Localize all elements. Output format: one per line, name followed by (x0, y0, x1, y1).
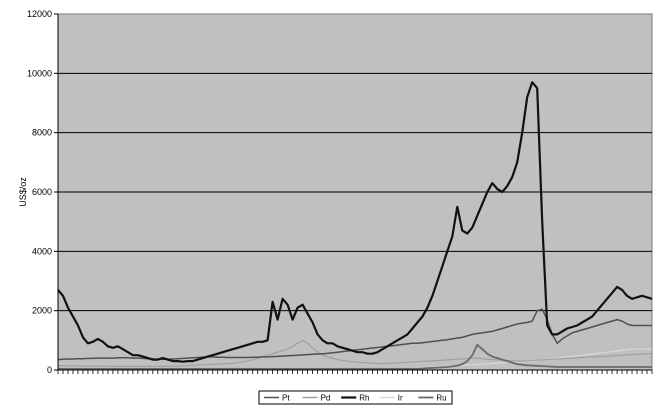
axes: 0 2000 4000 6000 8000 10000 12000 (27, 9, 653, 375)
y-tick-label: 2000 (32, 306, 52, 316)
legend: Pt Pd Rh Ir Ru (258, 390, 453, 405)
y-axis-title: US$/oz (18, 177, 28, 207)
legend-label-rh: Rh (359, 394, 369, 403)
y-tick-label: 6000 (32, 187, 52, 197)
series-line-rh (57, 81, 653, 363)
series-lines (57, 81, 653, 370)
y-tick-label: 12000 (27, 9, 52, 19)
legend-label-ru: Ru (436, 394, 446, 403)
legend-label-ir: Ir (398, 394, 403, 403)
y-tick-label: 0 (47, 365, 52, 375)
grid-lines (58, 72, 652, 312)
legend-label-pt: Pt (282, 394, 290, 403)
series-line-pd (58, 339, 653, 367)
y-tick-label: 10000 (27, 68, 52, 78)
y-tick-label: 8000 (32, 128, 52, 138)
legend-label-pd: Pd (321, 394, 331, 403)
y-tick-label: 4000 (32, 246, 52, 256)
series-line-ru (58, 343, 652, 370)
